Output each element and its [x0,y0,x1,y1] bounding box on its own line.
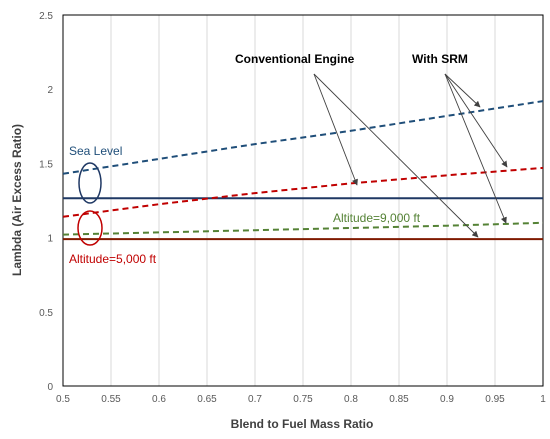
series-line-2 [62,100,544,175]
x-tick-label: 0.55 [101,394,121,405]
series [62,100,544,241]
series-line-3 [62,166,544,218]
grid [110,15,496,386]
x-tick-label: 0.7 [248,394,262,405]
y-axis-title: Lambda (Air Excess Ratio) [10,124,24,276]
x-tick-label: 0.75 [293,394,313,405]
y-tick-label: 2 [47,85,53,96]
axes: 0.5 0.55 0.6 0.65 0.7 0.75 0.8 0.85 0.9 0.95 100.5… [39,11,546,405]
conventional-arrow-sea-level [313,73,358,186]
sea-level-ellipse [78,162,102,204]
x-tick-label: 1 [540,394,546,405]
conventional-arrow-altitude-5000 [313,73,479,238]
srm-arrow-altitude-9000 [444,73,507,224]
x-tick-label: 0.95 [485,394,505,405]
annotation-conventional-engine: Conventional Engine [235,52,355,66]
annotation-altitude-5000: Altitude=5,000 ft [69,252,157,266]
srm-arrow-altitude-5000 [444,73,508,168]
annotation-sea-level: Sea Level [69,144,122,158]
y-tick-label: 1 [47,234,53,245]
srm-arrow-sea-level [444,73,481,108]
x-tick-label: 0.5 [56,394,70,405]
annotation-with-srm: With SRM [412,52,468,66]
y-tick-label: 2.5 [39,11,53,22]
x-tick-label: 0.8 [344,394,358,405]
annotation-altitude-9000: Altitude=9,000 ft [333,211,421,225]
altitude-5000-ellipse [77,210,103,246]
series-line-5 [62,221,544,236]
y-tick-label: 0 [47,382,53,393]
y-tick-label: 0.5 [39,308,53,319]
x-axis-title: Blend to Fuel Mass Ratio [231,417,374,431]
x-tick-label: 0.65 [197,394,217,405]
x-tick-label: 0.85 [389,394,409,405]
plot-frame [62,14,544,387]
x-tick-label: 0.6 [152,394,166,405]
y-tick-label: 1.5 [39,159,53,170]
x-tick-label: 0.9 [440,394,454,405]
